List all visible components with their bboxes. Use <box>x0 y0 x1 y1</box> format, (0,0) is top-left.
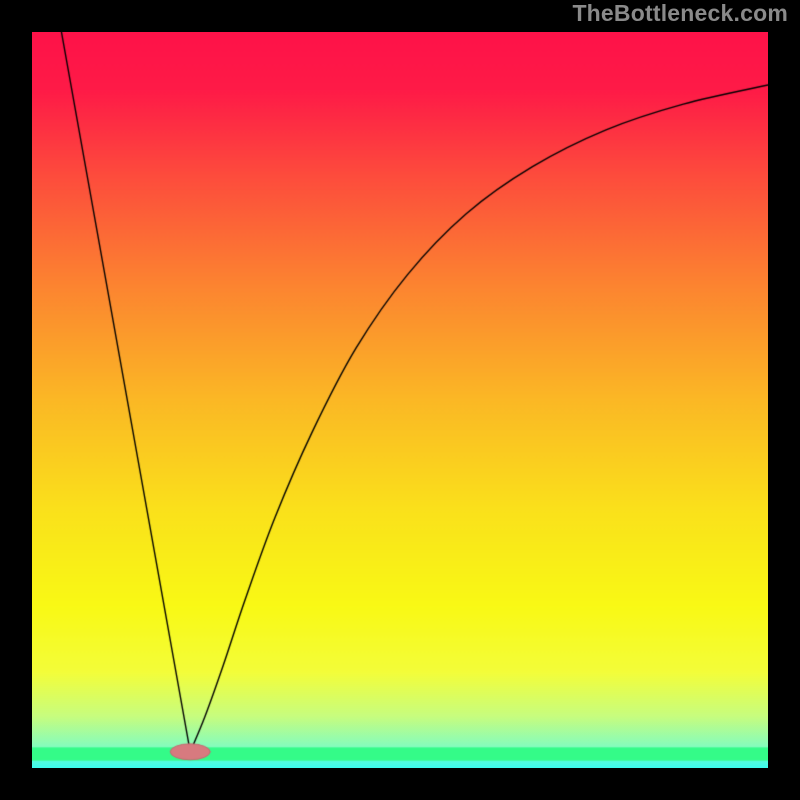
curve-overlay <box>32 32 768 768</box>
chart-container: TheBottleneck.com <box>0 0 800 800</box>
watermark-text: TheBottleneck.com <box>572 0 788 27</box>
plot-area <box>32 32 768 768</box>
